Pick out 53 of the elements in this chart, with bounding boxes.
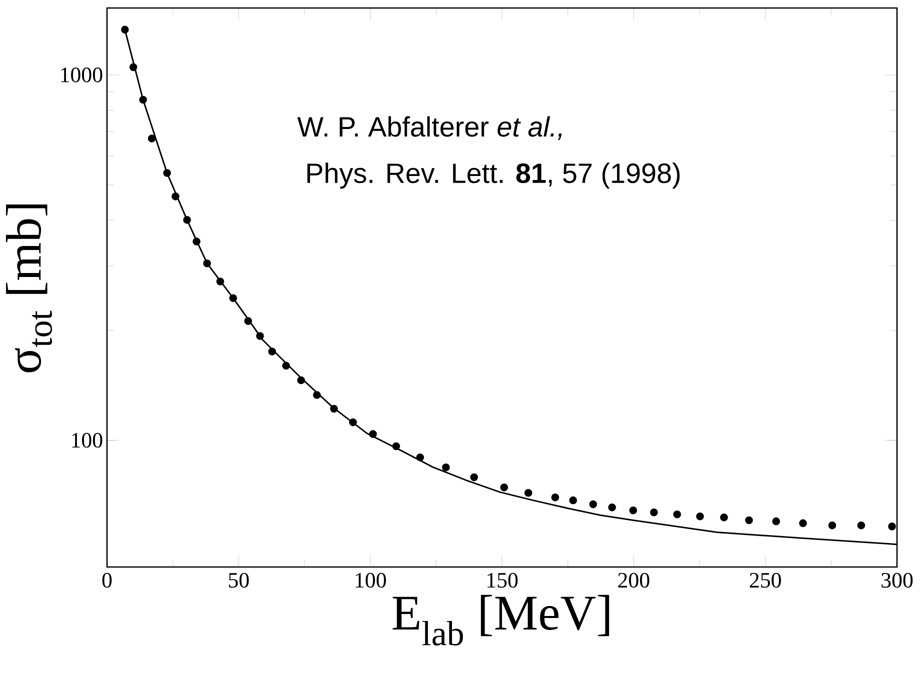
point: [312, 391, 321, 399]
point: [129, 63, 138, 72]
point: [470, 473, 478, 482]
point: [799, 519, 807, 528]
y-tick-label: 1000: [61, 68, 102, 82]
point: [216, 278, 224, 286]
point: [551, 493, 560, 502]
x-tick-label: 50: [228, 572, 249, 588]
point: [121, 26, 129, 34]
point: [163, 169, 171, 177]
x-tick-label: 200: [618, 572, 650, 588]
point: [416, 453, 424, 462]
point: [589, 500, 598, 508]
point: [524, 488, 532, 497]
point: [673, 510, 682, 518]
point: [282, 362, 290, 370]
point: [392, 442, 400, 450]
x-axis-title: E$_{lab}$ [MeV]: [392, 594, 610, 646]
point: [330, 404, 338, 413]
point: [148, 134, 156, 142]
point: [203, 259, 211, 268]
point: [229, 294, 238, 302]
x-tick-label: 0: [102, 572, 112, 588]
point: [857, 521, 866, 530]
point: [172, 192, 180, 200]
annotation: Phys. Rev. Lett. 81, 57 (1998): [307, 162, 680, 189]
point: [720, 514, 728, 522]
annotation: W. P. Abfalterer et al.,: [297, 116, 562, 140]
point: [183, 216, 191, 224]
x-tick-label: 100: [356, 572, 386, 588]
x-tick-label: 300: [882, 572, 913, 588]
point: [244, 317, 252, 325]
point: [139, 96, 147, 104]
point: [268, 348, 276, 356]
point: [192, 238, 200, 246]
point: [828, 521, 836, 530]
point: [442, 463, 450, 472]
point: [297, 376, 305, 384]
point: [569, 496, 578, 504]
point: [888, 522, 896, 530]
point: [696, 512, 704, 520]
point: [629, 506, 638, 514]
y-axis-title: σ$_{tot}$ [mb]: [6, 204, 52, 372]
point: [369, 430, 377, 438]
point: [772, 517, 780, 526]
point: [745, 516, 753, 524]
point: [608, 504, 616, 512]
x-tick-label: 250: [750, 572, 781, 588]
point: [256, 332, 264, 340]
point: [349, 418, 357, 426]
x-tick-label: 150: [487, 572, 518, 588]
point: [500, 484, 508, 492]
point: [650, 508, 658, 516]
